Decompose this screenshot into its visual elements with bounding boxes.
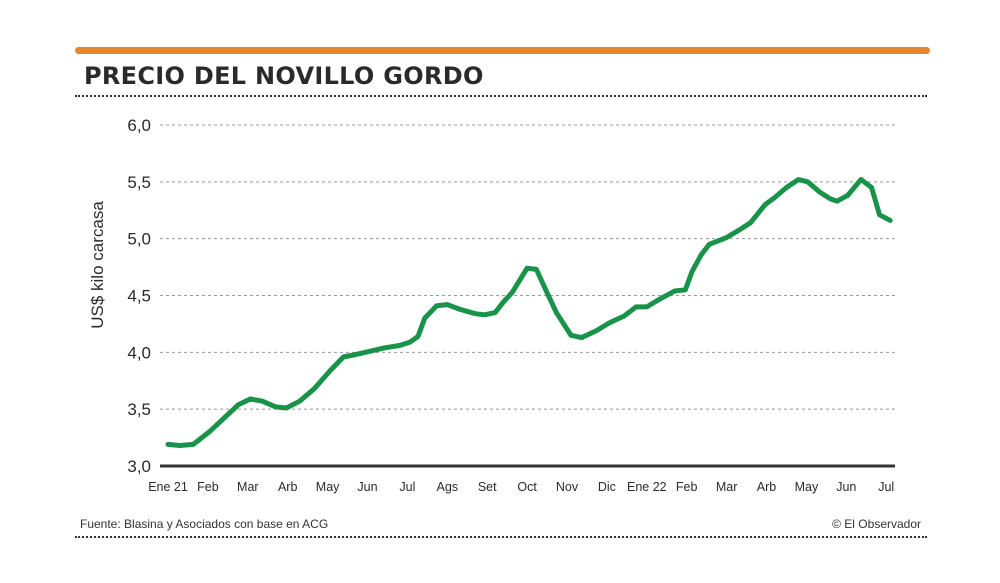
data-point (223, 417, 225, 419)
data-point (261, 400, 263, 402)
y-tick-label: 3,0 (127, 457, 151, 476)
data-point (446, 304, 448, 306)
data-point (249, 398, 251, 400)
data-point (609, 322, 611, 324)
data-point (167, 443, 169, 445)
data-point (674, 290, 676, 292)
data-point (343, 356, 345, 358)
data-point (708, 243, 710, 245)
data-point (555, 312, 557, 314)
data-point (237, 404, 239, 406)
data-point (355, 354, 357, 356)
data-point (646, 306, 648, 308)
data-point (879, 214, 881, 216)
y-tick-label: 6,0 (127, 116, 151, 135)
data-point (807, 181, 809, 183)
data-point (502, 301, 504, 303)
y-tick-label: 4,0 (127, 343, 151, 362)
data-point (398, 345, 400, 347)
data-point (409, 341, 411, 343)
x-tick-label: Arb (757, 480, 777, 494)
data-point (329, 370, 331, 372)
data-point (691, 271, 693, 273)
data-point (179, 445, 181, 447)
data-point (208, 431, 210, 433)
data-point (474, 313, 476, 315)
x-tick-label: Jun (836, 480, 856, 494)
accent-bar (75, 47, 930, 54)
x-tick-label: Jul (878, 480, 894, 494)
data-point (871, 187, 873, 189)
x-tick-label: Ene 21 (148, 480, 188, 494)
title-divider (75, 95, 927, 97)
x-tick-label: Feb (197, 480, 219, 494)
data-point (819, 191, 821, 193)
data-point (836, 200, 838, 202)
x-tick-label: Jun (357, 480, 377, 494)
data-point (424, 317, 426, 319)
data-point (700, 254, 702, 256)
y-tick-label: 5,0 (127, 230, 151, 249)
x-tick-label: Arb (278, 480, 298, 494)
price-line (165, 177, 893, 449)
data-point (785, 187, 787, 189)
data-point (635, 306, 637, 308)
data-point (494, 312, 496, 314)
data-point (847, 194, 849, 196)
data-point (417, 335, 419, 337)
data-point (797, 179, 799, 181)
data-point (750, 222, 752, 224)
data-point (526, 267, 528, 269)
data-point (369, 350, 371, 352)
data-point (581, 337, 583, 339)
x-tick-label: Oct (517, 480, 537, 494)
y-axis-label: US$ kilo carcasa (88, 201, 107, 329)
data-point (484, 314, 486, 316)
x-tick-label: Feb (676, 480, 698, 494)
data-point (545, 289, 547, 291)
x-tick-label: Jul (399, 480, 415, 494)
data-point (595, 330, 597, 332)
data-point (860, 179, 862, 181)
data-point (458, 308, 460, 310)
x-tick-label: May (795, 480, 819, 494)
x-tick-label: Ene 22 (627, 480, 667, 494)
copyright-credit: © El Observador (832, 517, 921, 531)
data-point (623, 315, 625, 317)
data-point (285, 407, 287, 409)
x-tick-label: Mar (716, 480, 738, 494)
x-tick-label: Ags (437, 480, 459, 494)
data-point (299, 400, 301, 402)
data-point (511, 291, 513, 293)
source-note: Fuente: Blasina y Asociados con base en … (80, 517, 329, 531)
data-point (535, 268, 537, 270)
data-point (384, 347, 386, 349)
x-tick-label: Dic (598, 480, 616, 494)
data-point (570, 334, 572, 336)
data-point (773, 197, 775, 199)
data-point (726, 237, 728, 239)
x-tick-label: Set (478, 480, 497, 494)
data-point (764, 204, 766, 206)
data-point (829, 198, 831, 200)
y-tick-label: 5,5 (127, 173, 151, 192)
data-point (275, 406, 277, 408)
data-point (889, 219, 891, 221)
x-tick-label: May (316, 480, 340, 494)
chart-title: PRECIO DEL NOVILLO GORDO (84, 62, 484, 90)
data-point (684, 289, 686, 291)
data-point (659, 298, 661, 300)
y-tick-label: 4,5 (127, 287, 151, 306)
x-tick-label: Nov (556, 480, 579, 494)
data-point (436, 305, 438, 307)
data-point (739, 229, 741, 231)
footer-divider (75, 536, 927, 538)
y-tick-label: 3,5 (127, 400, 151, 419)
data-point (313, 388, 315, 390)
data-point (192, 443, 194, 445)
x-tick-label: Mar (237, 480, 259, 494)
